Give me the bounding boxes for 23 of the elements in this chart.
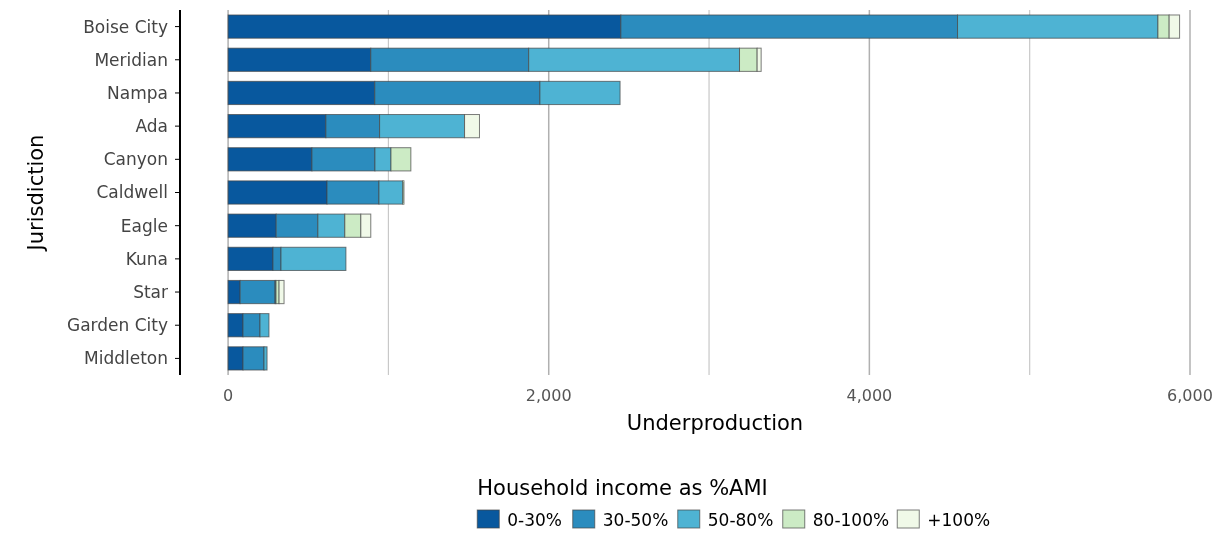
y-tick-label: Star (133, 282, 168, 302)
y-tick-label: Boise City (83, 16, 168, 37)
legend-title: Household income as %AMI (477, 476, 768, 500)
y-tick-label: Eagle (120, 215, 168, 236)
y-tick-label: Middleton (84, 348, 168, 369)
legend-label: 80-100% (812, 509, 890, 530)
x-axis-title: Underproduction (626, 411, 804, 435)
y-tick-label: Kuna (125, 248, 168, 269)
y-tick-label: Caldwell (96, 182, 168, 203)
legend-label: 0-30% (507, 509, 562, 530)
y-axis-title: Jurisdiction (24, 134, 48, 253)
y-tick-label: Garden City (66, 315, 168, 336)
y-tick-label: Meridian (94, 49, 168, 70)
legend-label: +100% (927, 509, 991, 530)
y-tick-label: Nampa (107, 82, 168, 103)
x-tick-label: 2,000 (525, 386, 572, 405)
legend-label: 50-80% (707, 509, 774, 530)
y-tick-label: Ada (135, 116, 168, 137)
x-tick-label: 4,000 (846, 386, 893, 405)
y-tick-label: Canyon (103, 149, 168, 170)
x-tick-label: 0 (223, 386, 234, 405)
legend-label: 30-50% (602, 509, 669, 530)
x-tick-label: 6,000 (1167, 386, 1213, 405)
